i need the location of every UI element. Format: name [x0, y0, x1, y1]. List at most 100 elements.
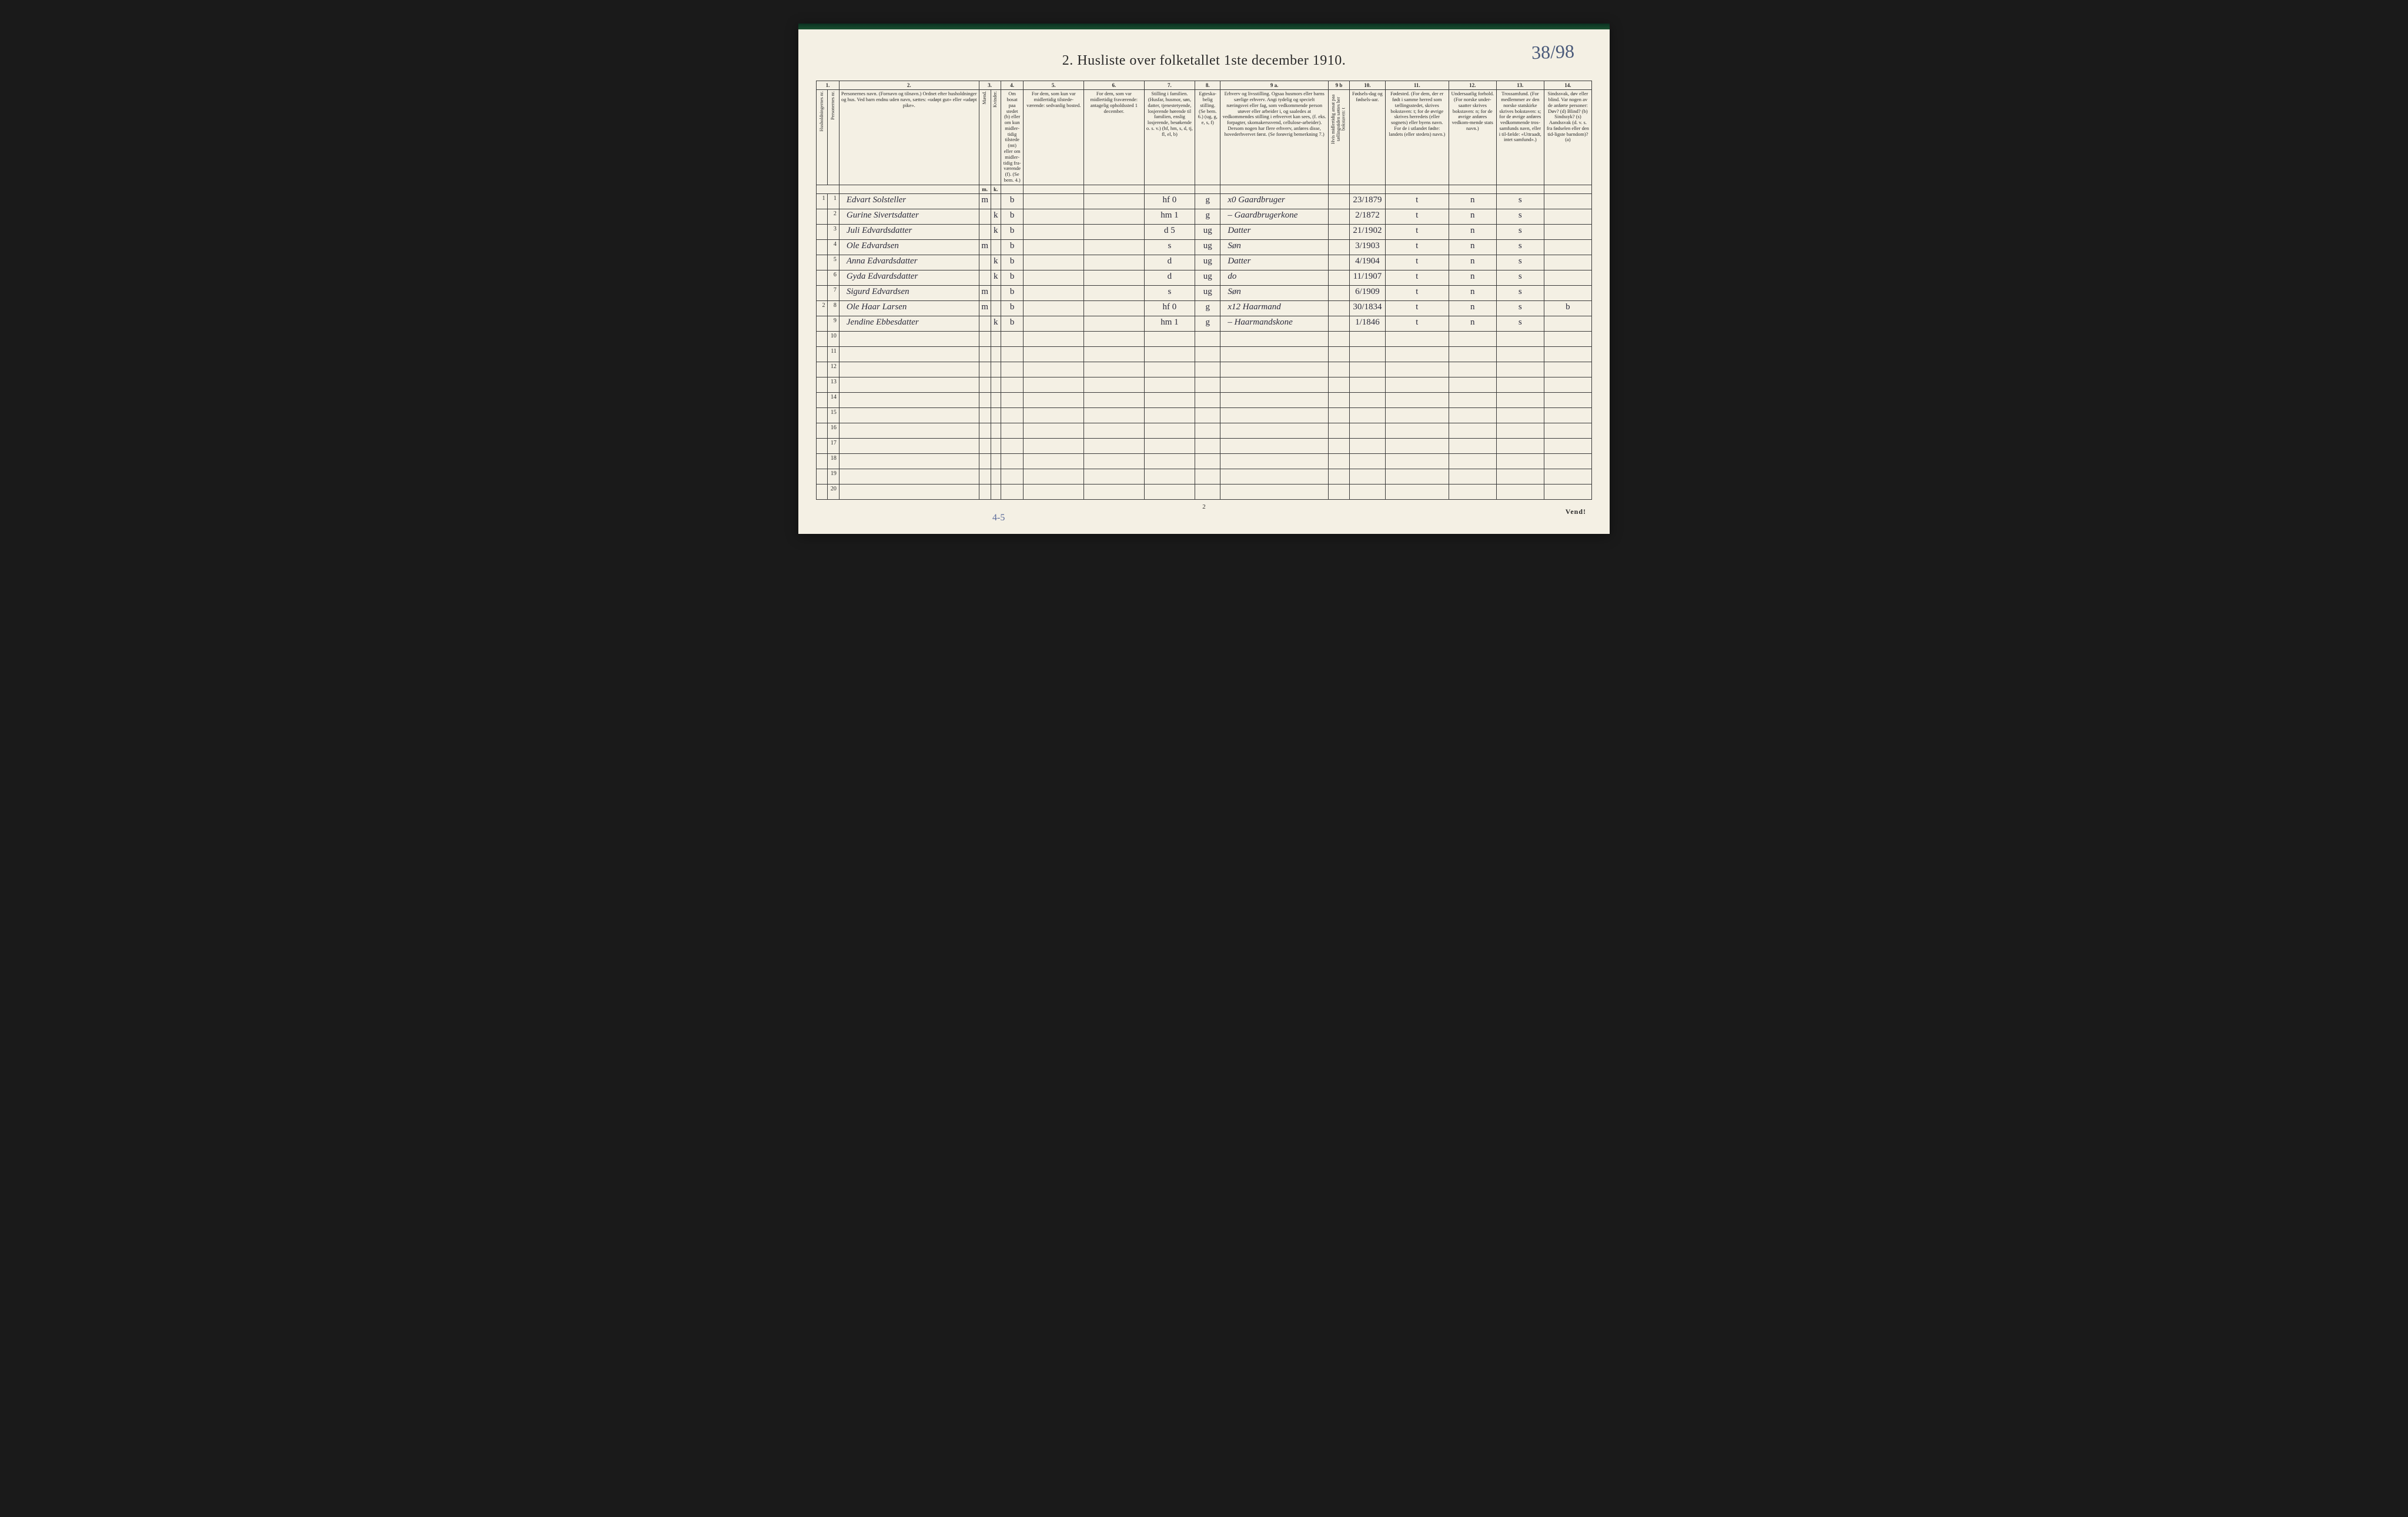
sex-m: [979, 270, 991, 285]
col9b: [1329, 239, 1350, 255]
col6: [1084, 224, 1145, 239]
table-row-empty: 13: [817, 377, 1592, 392]
marital: ug: [1195, 285, 1220, 300]
nationality: n: [1449, 224, 1496, 239]
sub-label-row: m. k.: [817, 185, 1592, 193]
col5: [1024, 316, 1084, 331]
person-name: Anna Edvardsdatter: [839, 255, 979, 270]
household-num: [817, 224, 828, 239]
disability: [1544, 239, 1591, 255]
religion: s: [1496, 239, 1544, 255]
col9b: [1329, 224, 1350, 239]
head-9b: Hvis midlertidig ansat paa tællingstiden…: [1329, 90, 1350, 185]
disability: [1544, 255, 1591, 270]
residence: b: [1001, 255, 1024, 270]
nationality: n: [1449, 209, 1496, 224]
table-row-empty: 10: [817, 331, 1592, 346]
head-11: Fødested. (For dem, der er født i samme …: [1385, 90, 1449, 185]
person-num: 16: [828, 423, 839, 438]
head-5: For dem, som kun var midlertidig tilsted…: [1024, 90, 1084, 185]
occupation: – Haarmandskone: [1220, 316, 1329, 331]
head-14: Sindssvak, døv eller blind. Var nogen av…: [1544, 90, 1591, 185]
head-3a: Mænd.: [979, 90, 991, 185]
occupation: Søn: [1220, 239, 1329, 255]
person-num: 3: [828, 224, 839, 239]
household-num: [817, 209, 828, 224]
col5: [1024, 193, 1084, 209]
birthplace: t: [1385, 239, 1449, 255]
col9b: [1329, 270, 1350, 285]
nationality: n: [1449, 239, 1496, 255]
birth-date: 30/1834: [1350, 300, 1386, 316]
head-2: Personernes navn. (Fornavn og tilnavn.) …: [839, 90, 979, 185]
birth-date: 21/1902: [1350, 224, 1386, 239]
person-name: Jendine Ebbesdatter: [839, 316, 979, 331]
table-row: 4Ole EdvardsenmbsugSøn3/1903tns: [817, 239, 1592, 255]
sex-m: [979, 316, 991, 331]
residence: b: [1001, 316, 1024, 331]
head-1a: Husholdningernes nr.: [817, 90, 828, 185]
table-row: 2Gurine Sivertsdatterkbhm 1g– Gaardbruge…: [817, 209, 1592, 224]
sex-m: [979, 209, 991, 224]
sex-m: m: [979, 300, 991, 316]
birthplace: t: [1385, 193, 1449, 209]
person-num: 11: [828, 346, 839, 362]
person-name: Sigurd Edvardsen: [839, 285, 979, 300]
person-num: 2: [828, 209, 839, 224]
colnum-12: 12.: [1449, 81, 1496, 90]
marital: ug: [1195, 224, 1220, 239]
table-row-empty: 14: [817, 392, 1592, 407]
person-name: Edvart Solsteller: [839, 193, 979, 209]
marital: ug: [1195, 255, 1220, 270]
disability: b: [1544, 300, 1591, 316]
person-num: 17: [828, 438, 839, 453]
sex-m: [979, 255, 991, 270]
table-row: 5Anna EdvardsdatterkbdugDatter4/1904tns: [817, 255, 1592, 270]
head-12: Undersaatlig forhold. (For norske under-…: [1449, 90, 1496, 185]
person-num: 6: [828, 270, 839, 285]
marital: g: [1195, 209, 1220, 224]
table-row-empty: 15: [817, 407, 1592, 423]
col5: [1024, 209, 1084, 224]
person-num: 14: [828, 392, 839, 407]
col5: [1024, 300, 1084, 316]
sex-k: [991, 193, 1001, 209]
table-row-empty: 11: [817, 346, 1592, 362]
head-7: Stilling i familien. (Husfar, husmor, sø…: [1144, 90, 1195, 185]
colnum-4: 4.: [1001, 81, 1024, 90]
colnum-7: 7.: [1144, 81, 1195, 90]
colnum-2: 2.: [839, 81, 979, 90]
household-num: [817, 270, 828, 285]
col6: [1084, 316, 1145, 331]
person-num: 19: [828, 469, 839, 484]
colnum-3: 3.: [979, 81, 1001, 90]
family-position: hf 0: [1144, 193, 1195, 209]
birthplace: t: [1385, 255, 1449, 270]
birthplace: t: [1385, 300, 1449, 316]
colnum-1: 1.: [817, 81, 840, 90]
head-8: Egteska-belig stilling. (Se bem. 6.) (ug…: [1195, 90, 1220, 185]
binding-strip: [798, 24, 1610, 29]
sex-k: k: [991, 316, 1001, 331]
table-row: 3Juli Edvardsdatterkbd 5ugDatter21/1902t…: [817, 224, 1592, 239]
sex-k: k: [991, 224, 1001, 239]
birthplace: t: [1385, 285, 1449, 300]
nationality: n: [1449, 316, 1496, 331]
family-position: d 5: [1144, 224, 1195, 239]
colnum-5: 5.: [1024, 81, 1084, 90]
occupation: do: [1220, 270, 1329, 285]
head-13: Trossamfund. (For medlemmer av den norsk…: [1496, 90, 1544, 185]
column-number-row: 1. 2. 3. 4. 5. 6. 7. 8. 9 a. 9 b 10. 11.…: [817, 81, 1592, 90]
col6: [1084, 209, 1145, 224]
residence: b: [1001, 224, 1024, 239]
colnum-11: 11.: [1385, 81, 1449, 90]
person-num: 1: [828, 193, 839, 209]
family-position: d: [1144, 255, 1195, 270]
sex-m: m: [979, 193, 991, 209]
nationality: n: [1449, 193, 1496, 209]
column-header-row: Husholdningernes nr. Personernes nr. Per…: [817, 90, 1592, 185]
birthplace: t: [1385, 209, 1449, 224]
table-row-empty: 20: [817, 484, 1592, 499]
religion: s: [1496, 300, 1544, 316]
religion: s: [1496, 224, 1544, 239]
